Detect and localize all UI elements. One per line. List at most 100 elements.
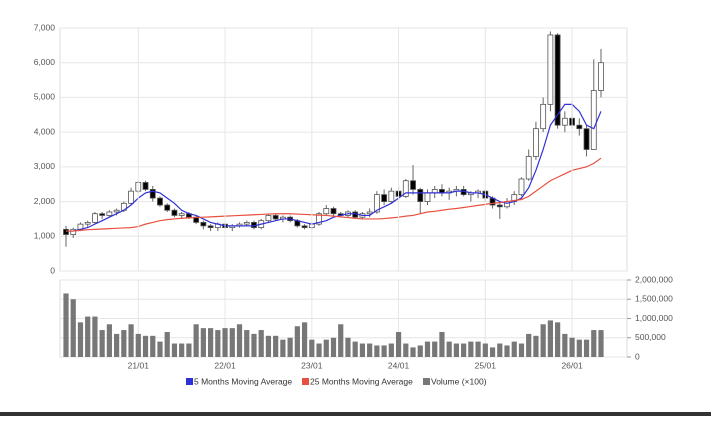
volume-bar — [583, 339, 590, 357]
volume-bar — [352, 341, 358, 357]
volume-bar — [77, 322, 84, 357]
candle-body — [366, 211, 373, 215]
volume-bar — [511, 341, 517, 357]
y-tick-label: 2,000 — [34, 196, 56, 206]
volume-bar — [309, 339, 315, 357]
volume-bar — [63, 293, 69, 357]
candle-body — [381, 194, 388, 202]
y-tick-label: 0 — [50, 265, 55, 275]
candle-body — [424, 192, 431, 202]
volume-bar — [598, 330, 604, 357]
volume-bar — [193, 324, 199, 357]
candle-body — [301, 225, 308, 229]
y-tick-label: 3,000 — [34, 161, 56, 171]
volume-bar — [128, 324, 134, 357]
y-tick-label: 7,000 — [34, 22, 56, 32]
volume-bar — [533, 335, 539, 357]
volume-bar — [207, 328, 214, 357]
candle-body — [576, 124, 583, 130]
candle-body — [410, 180, 416, 190]
volume-bar — [171, 343, 178, 357]
bottom-border — [0, 412, 711, 416]
volume-bar — [367, 343, 373, 357]
volume-bar — [374, 345, 380, 357]
volume-bar — [330, 337, 337, 357]
candle-body — [243, 221, 250, 225]
candle-body — [178, 213, 185, 216]
y-tick-label: 1,000 — [34, 231, 56, 241]
volume-bar — [164, 331, 170, 357]
y-tick-label: 500,000 — [635, 332, 666, 342]
volume-bar — [135, 333, 141, 357]
volume-bar — [200, 328, 206, 357]
volume-bar — [497, 343, 503, 357]
volume-bar — [301, 322, 308, 357]
volume-bar — [345, 337, 351, 357]
volume-bar — [432, 341, 438, 357]
candle-body — [561, 117, 568, 126]
candle-body — [142, 182, 149, 190]
candle-body — [598, 62, 604, 91]
volume-bar — [555, 322, 561, 357]
candle-body — [525, 156, 532, 180]
candle-body — [149, 189, 156, 199]
volume-bar — [236, 324, 243, 357]
volume-bar — [526, 333, 532, 357]
x-tick-label: 23/01 — [301, 360, 323, 370]
volume-bar — [251, 333, 257, 357]
volume-bar — [591, 330, 597, 357]
y-tick-label: 6,000 — [34, 57, 56, 67]
volume-bar — [157, 341, 163, 357]
candle-body — [106, 211, 113, 216]
candle-body — [388, 190, 395, 202]
x-tick-label: 26/01 — [561, 360, 583, 370]
volume-bar — [273, 335, 279, 357]
y-tick-label: 0 — [635, 351, 640, 361]
legend-label: 25 Months Moving Average — [310, 376, 413, 386]
candle-body — [113, 209, 120, 213]
volume-bar — [518, 343, 525, 357]
volume-bar — [323, 339, 329, 357]
volume-bar — [482, 343, 488, 357]
volume-bar — [439, 331, 445, 357]
candle-body — [330, 208, 337, 215]
y-tick-label: 2,000,000 — [635, 274, 673, 284]
volume-bar — [114, 333, 120, 357]
volume-bar — [359, 343, 366, 357]
volume-bar — [461, 343, 467, 357]
candle-body — [547, 34, 554, 105]
moving-average-line — [66, 157, 602, 232]
volume-bar — [562, 333, 568, 357]
volume-bar — [244, 330, 250, 357]
volume-bar — [468, 341, 474, 357]
volume-bar — [186, 343, 192, 357]
legend-swatch — [302, 378, 309, 385]
volume-bar — [99, 330, 105, 357]
volume-bar — [395, 331, 402, 357]
volume-bar — [142, 335, 149, 357]
volume-bar — [222, 328, 228, 357]
y-tick-label: 5,000 — [34, 92, 56, 102]
volume-bar — [504, 345, 510, 357]
y-tick-label: 1,500,000 — [635, 294, 673, 304]
volume-bar — [280, 339, 286, 357]
volume-bar — [70, 299, 76, 357]
volume-bar — [540, 324, 546, 357]
volume-bar — [417, 345, 423, 357]
volume-bar — [179, 343, 185, 357]
volume-bar — [569, 337, 575, 357]
volume-bar — [150, 335, 156, 357]
candle-body — [518, 178, 525, 196]
candle-body — [373, 194, 380, 213]
volume-bar — [265, 335, 272, 357]
legend-swatch — [186, 378, 193, 385]
volume-bar — [475, 341, 481, 357]
candle-body — [84, 221, 91, 225]
legend-label: Volume (×100) — [431, 376, 487, 386]
x-tick-label: 25/01 — [475, 360, 497, 370]
x-tick-label: 21/01 — [128, 360, 150, 370]
y-tick-label: 1,000,000 — [635, 313, 673, 323]
moving-average-line — [66, 103, 602, 232]
legend-swatch — [423, 378, 430, 385]
candle-body — [164, 204, 171, 211]
